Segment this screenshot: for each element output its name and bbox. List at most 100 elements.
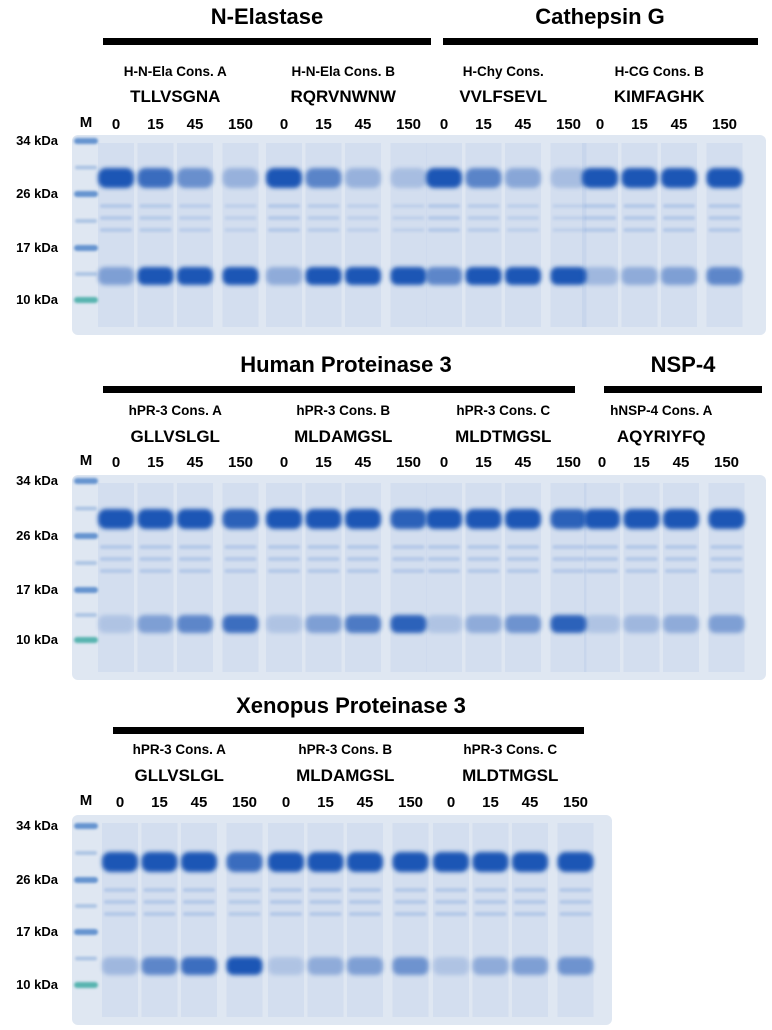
product-band: [390, 615, 427, 633]
minor-band: [467, 557, 500, 561]
substrate-band: [137, 509, 174, 529]
substrate-band: [266, 168, 302, 188]
minor-band: [100, 545, 132, 549]
substrate-band: [305, 168, 342, 188]
product-band: [266, 615, 302, 633]
time-point-label: 45: [355, 454, 372, 471]
minor-band: [347, 228, 379, 232]
minor-band: [708, 228, 741, 232]
minor-band: [428, 204, 460, 208]
time-point-label: 45: [355, 116, 372, 133]
substrate-band: [661, 168, 697, 188]
minor-band: [467, 569, 500, 573]
minor-band: [710, 569, 743, 573]
minor-band: [270, 900, 302, 904]
product-band: [137, 615, 174, 633]
construct-label: H-Chy Cons.: [463, 64, 544, 79]
marker-band: [75, 613, 97, 617]
minor-band: [179, 228, 211, 232]
product-band: [305, 267, 342, 285]
cleavage-sequence: VVLFSEVL: [459, 87, 547, 106]
minor-band: [139, 216, 172, 220]
marker-band: [75, 851, 97, 855]
time-point-label: 0: [447, 794, 455, 811]
marker-band: [74, 245, 98, 251]
minor-band: [392, 228, 425, 232]
time-point-label: 15: [631, 116, 648, 133]
minor-band: [665, 545, 697, 549]
minor-band: [663, 216, 695, 220]
substrate-band: [706, 168, 743, 188]
minor-band: [584, 204, 616, 208]
minor-band: [183, 888, 215, 892]
minor-band: [708, 216, 741, 220]
minor-band: [183, 912, 215, 916]
product-band: [390, 267, 427, 285]
minor-band: [104, 888, 136, 892]
substrate-band: [181, 852, 217, 872]
cleavage-sequence: MLDTMGSL: [455, 427, 551, 446]
product-band: [102, 957, 138, 975]
product-band: [584, 615, 620, 633]
enzyme-group-bar: [604, 386, 762, 393]
minor-band: [347, 204, 379, 208]
minor-band: [625, 557, 658, 561]
minor-band: [623, 228, 656, 232]
minor-band: [394, 900, 427, 904]
time-point-label: 150: [556, 454, 581, 471]
marker-band: [75, 272, 97, 276]
mw-label: 26 kDa: [16, 186, 59, 201]
time-point-label: 150: [714, 454, 739, 471]
minor-band: [467, 228, 500, 232]
cleavage-sequence: MLDAMGSL: [296, 766, 394, 785]
minor-band: [392, 545, 425, 549]
cleavage-sequence: AQYRIYFQ: [617, 427, 706, 446]
time-point-label: 0: [280, 116, 288, 133]
cleavage-sequence: MLDTMGSL: [462, 766, 558, 785]
time-point-label: 45: [671, 116, 688, 133]
minor-band: [179, 557, 211, 561]
minor-band: [507, 557, 539, 561]
substrate-band: [266, 509, 302, 529]
minor-band: [474, 912, 507, 916]
substrate-band: [345, 509, 381, 529]
minor-band: [228, 912, 261, 916]
product-band: [222, 615, 259, 633]
substrate-band: [392, 852, 429, 872]
minor-band: [586, 545, 618, 549]
substrate-band: [98, 509, 134, 529]
minor-band: [347, 216, 379, 220]
minor-band: [307, 569, 340, 573]
substrate-band: [226, 852, 263, 872]
minor-band: [625, 545, 658, 549]
time-point-label: 15: [151, 794, 168, 811]
product-band: [465, 267, 502, 285]
marker-lane-label: M: [80, 452, 93, 469]
substrate-band: [177, 168, 213, 188]
minor-band: [435, 888, 467, 892]
minor-band: [100, 216, 132, 220]
minor-band: [552, 228, 585, 232]
substrate-band: [177, 509, 213, 529]
product-band: [268, 957, 304, 975]
enzyme-group-bar: [103, 386, 575, 393]
minor-band: [584, 228, 616, 232]
minor-band: [143, 912, 176, 916]
construct-label: H-N-Ela Cons. B: [291, 64, 395, 79]
product-band: [433, 957, 469, 975]
minor-band: [349, 888, 381, 892]
time-point-label: 0: [116, 794, 124, 811]
minor-band: [224, 569, 257, 573]
product-band: [137, 267, 174, 285]
minor-band: [392, 557, 425, 561]
substrate-band: [512, 852, 548, 872]
minor-band: [143, 888, 176, 892]
time-point-label: 15: [633, 454, 650, 471]
minor-band: [309, 900, 342, 904]
mw-label: 26 kDa: [16, 528, 59, 543]
time-point-label: 150: [398, 794, 423, 811]
minor-band: [100, 557, 132, 561]
minor-band: [507, 569, 539, 573]
minor-band: [394, 888, 427, 892]
minor-band: [428, 545, 460, 549]
